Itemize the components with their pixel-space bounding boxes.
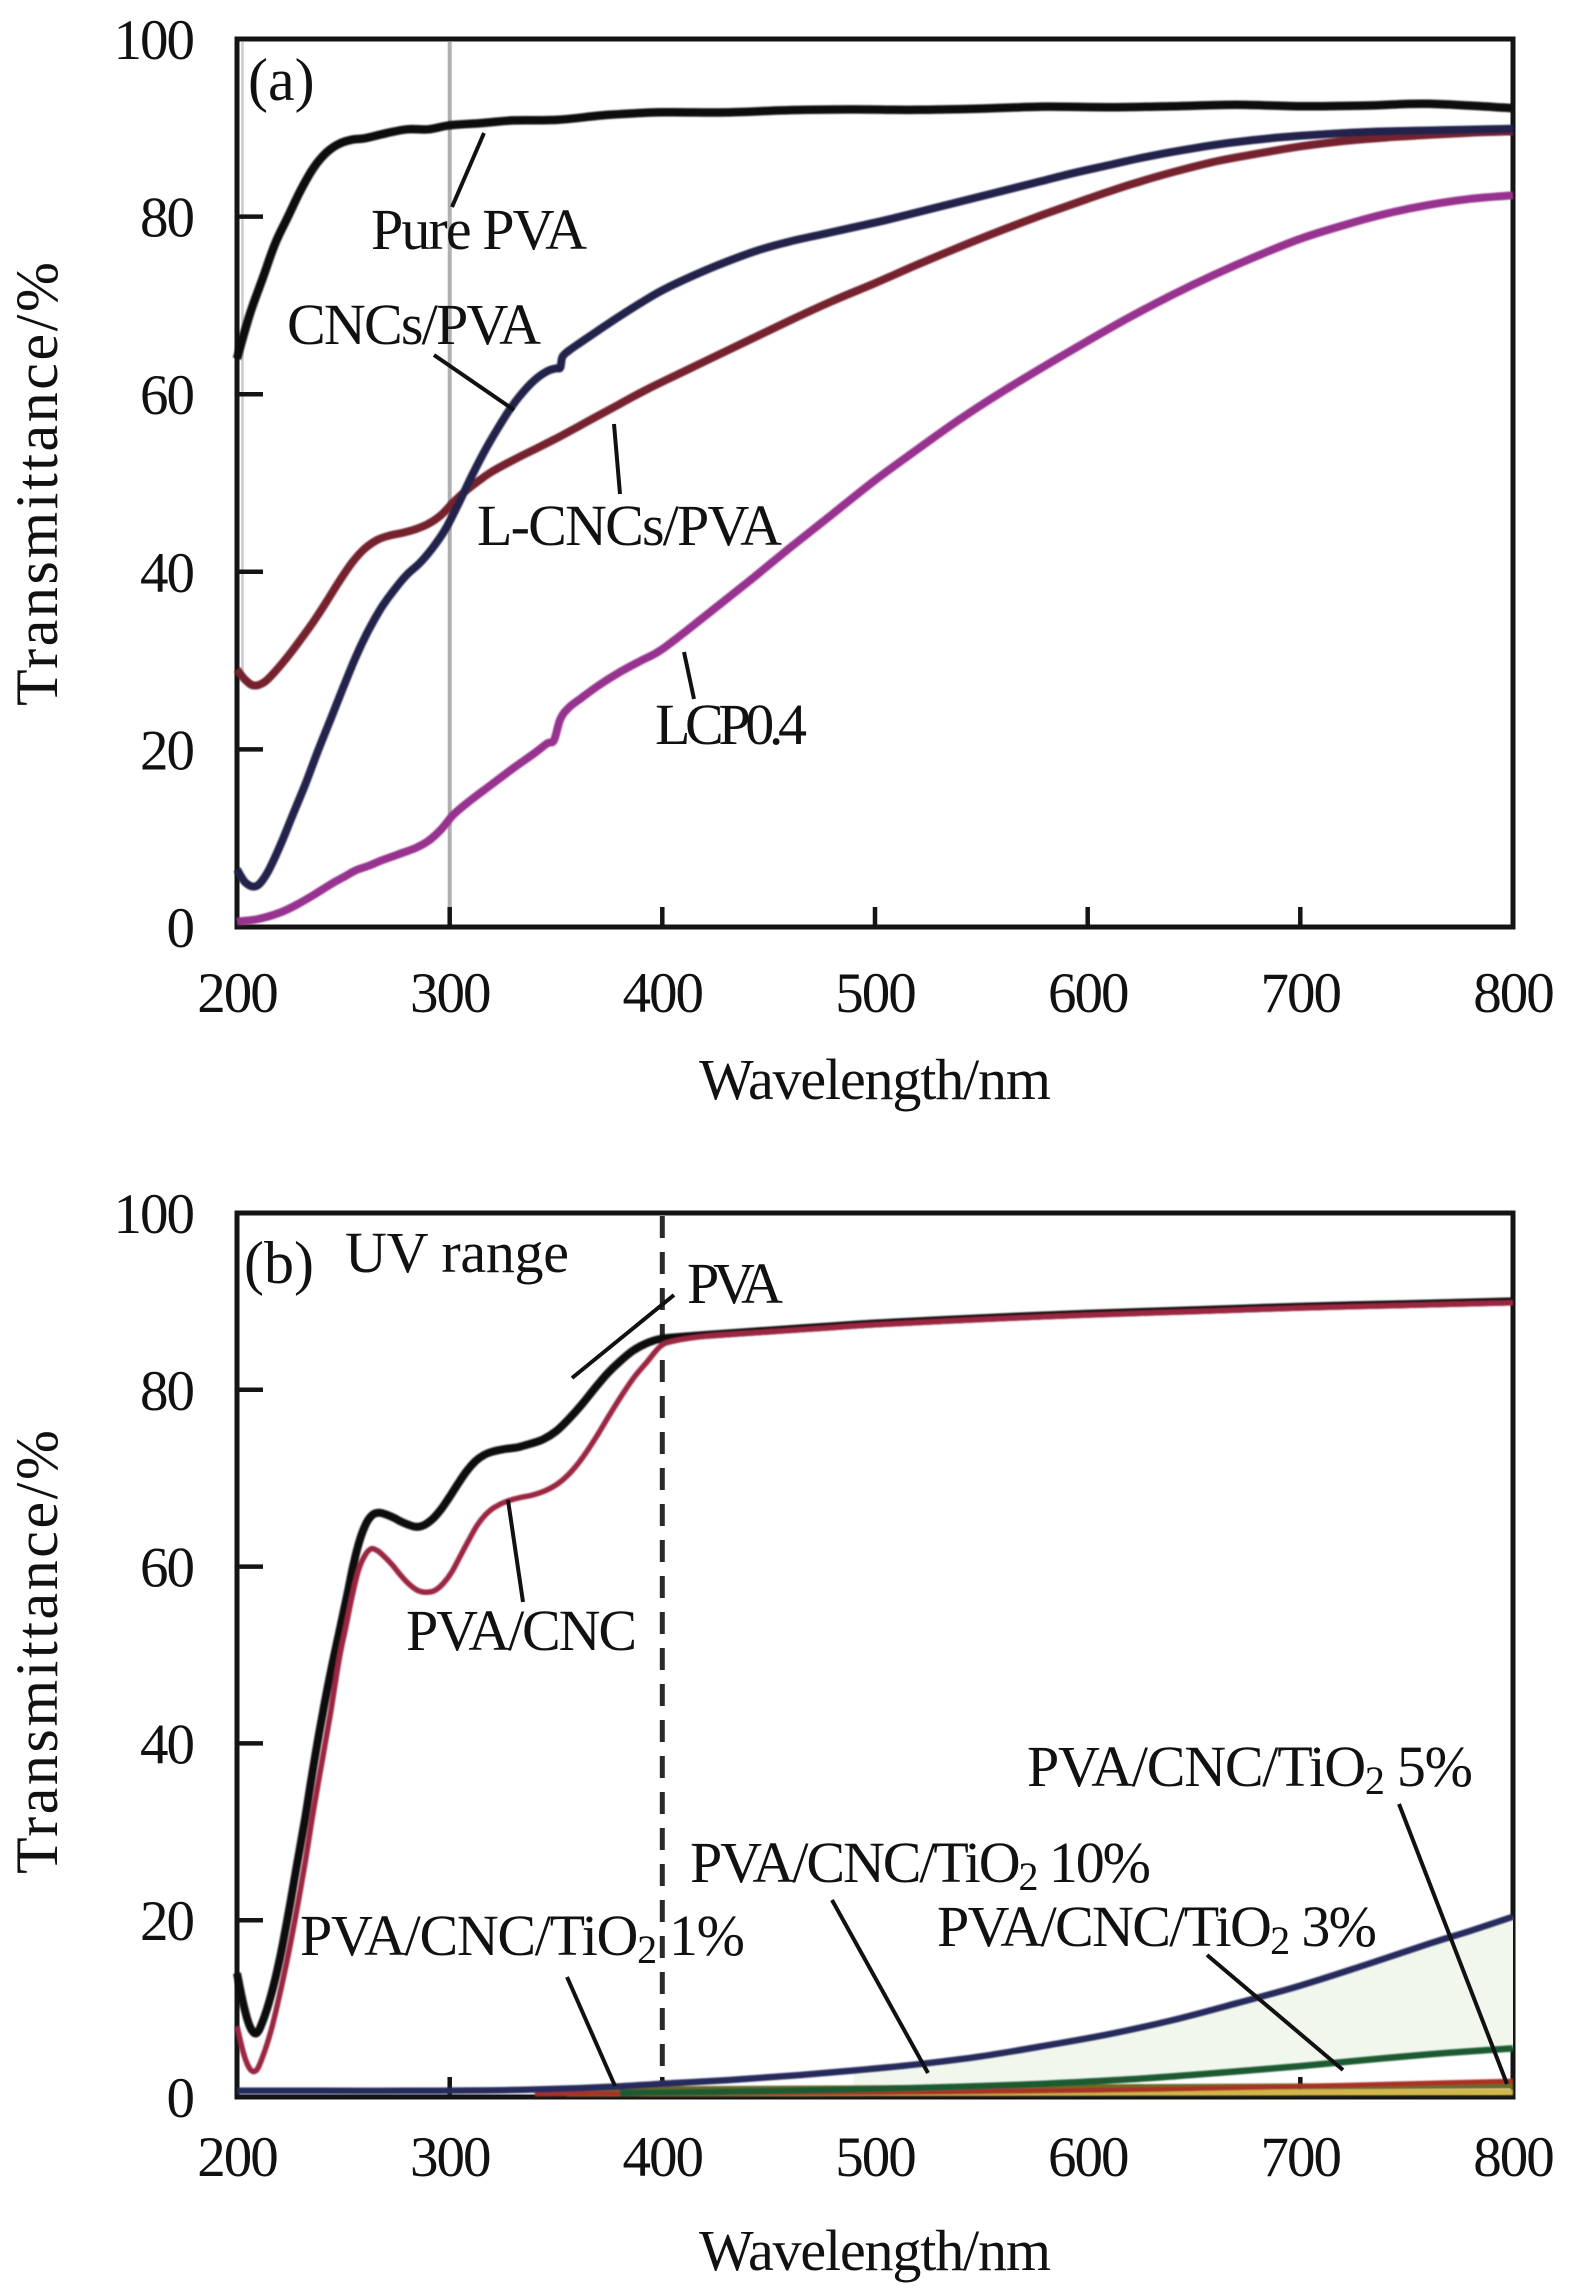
- svg-text:40: 40: [140, 542, 194, 605]
- svg-text:PVA: PVA: [687, 1251, 783, 1316]
- svg-text:60: 60: [140, 1537, 194, 1600]
- svg-text:Pure PVA: Pure PVA: [371, 197, 587, 262]
- svg-text:200: 200: [197, 962, 277, 1025]
- svg-text:PVA/CNC/TiO2 1%: PVA/CNC/TiO2 1%: [300, 1903, 745, 1972]
- svg-text:(b): (b): [244, 1230, 314, 1296]
- svg-text:100: 100: [114, 9, 194, 72]
- svg-text:Wavelength/nm: Wavelength/nm: [699, 2218, 1051, 2283]
- svg-text:UV range: UV range: [345, 1220, 569, 1285]
- svg-text:20: 20: [140, 719, 194, 782]
- svg-text:Transmittance/%: Transmittance/%: [4, 1430, 70, 1874]
- svg-text:L-CNCs/PVA: L-CNCs/PVA: [477, 493, 782, 558]
- svg-text:(a): (a): [248, 47, 315, 113]
- svg-text:700: 700: [1261, 962, 1341, 1025]
- svg-text:100: 100: [114, 1183, 194, 1246]
- svg-text:800: 800: [1473, 2126, 1553, 2189]
- svg-text:PVA/CNC/TiO2 5%: PVA/CNC/TiO2 5%: [1027, 1734, 1473, 1803]
- svg-text:80: 80: [140, 187, 194, 250]
- svg-text:200: 200: [197, 2126, 277, 2189]
- svg-text:400: 400: [623, 2126, 703, 2189]
- svg-text:0: 0: [167, 897, 194, 960]
- svg-text:PVA/CNC: PVA/CNC: [406, 1598, 637, 1663]
- svg-text:Wavelength/nm: Wavelength/nm: [699, 1047, 1051, 1112]
- svg-text:PVA/CNC/TiO2 10%: PVA/CNC/TiO2 10%: [690, 1830, 1151, 1899]
- svg-text:60: 60: [140, 364, 194, 427]
- svg-text:600: 600: [1048, 962, 1128, 1025]
- svg-text:600: 600: [1048, 2126, 1128, 2189]
- svg-text:0: 0: [167, 2067, 194, 2130]
- svg-text:300: 300: [410, 962, 490, 1025]
- svg-text:300: 300: [410, 2126, 490, 2189]
- svg-text:80: 80: [140, 1360, 194, 1423]
- svg-text:500: 500: [835, 962, 915, 1025]
- svg-text:700: 700: [1261, 2126, 1341, 2189]
- svg-text:CNCs/PVA: CNCs/PVA: [287, 292, 541, 357]
- svg-text:40: 40: [140, 1713, 194, 1776]
- svg-text:LCP0.4: LCP0.4: [655, 692, 807, 757]
- svg-text:Transmittance/%: Transmittance/%: [4, 262, 70, 706]
- svg-text:400: 400: [623, 962, 703, 1025]
- svg-text:PVA/CNC/TiO2 3%: PVA/CNC/TiO2 3%: [937, 1894, 1377, 1963]
- svg-text:500: 500: [835, 2126, 915, 2189]
- svg-text:20: 20: [140, 1890, 194, 1953]
- svg-text:800: 800: [1473, 962, 1553, 1025]
